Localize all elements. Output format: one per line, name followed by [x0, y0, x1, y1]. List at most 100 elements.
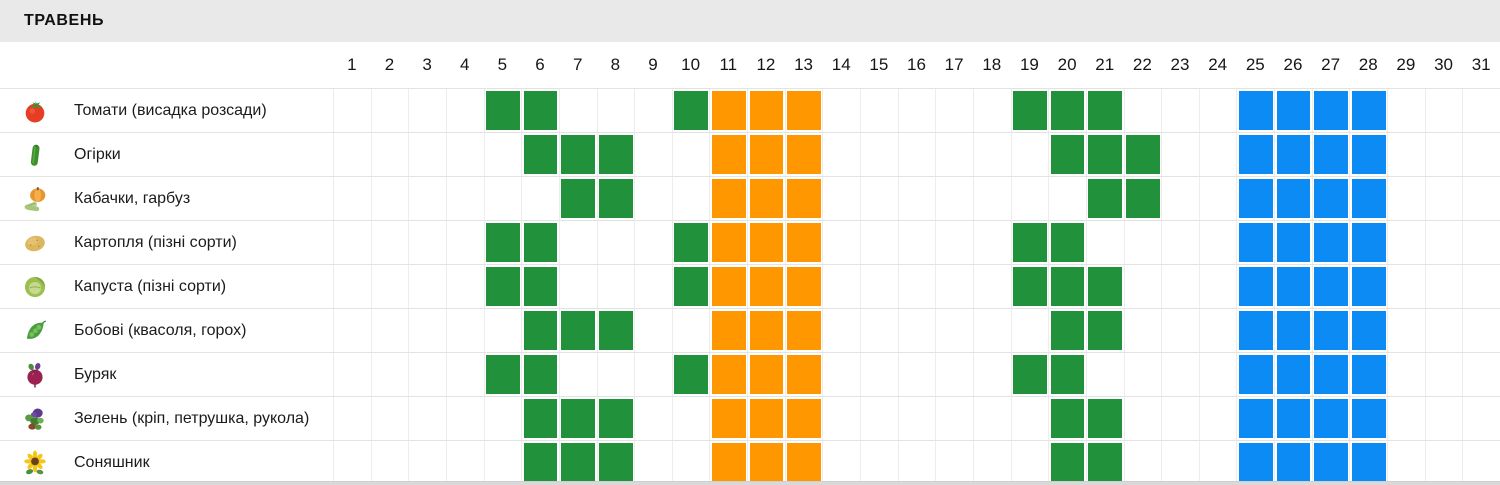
green-cell-fill	[523, 311, 558, 350]
day-numbers: 1 2 3 4 5 6 7 8 9 10 11 12 13 14 15 16 17 18 19 20 21 22 23 24 2…	[333, 42, 1500, 88]
blue-cell-fill	[1314, 135, 1348, 174]
green-cell-fill	[1126, 135, 1160, 174]
row-label: Соняшник	[0, 441, 333, 485]
day-cell	[1349, 177, 1387, 220]
green-cell-fill	[599, 443, 633, 483]
table-row: Зелень (кріп, петрушка, рукола)	[0, 397, 1500, 441]
row-cells	[333, 89, 1500, 132]
day-number: 5	[497, 55, 508, 74]
blue-cell-fill	[1276, 355, 1311, 394]
day-cell	[860, 309, 898, 352]
blue-cell-fill	[1238, 91, 1273, 130]
day-cell	[822, 177, 860, 220]
day-cell	[972, 353, 1011, 396]
day-cell	[1424, 309, 1463, 352]
green-cell-fill	[523, 135, 558, 174]
day-cell	[333, 265, 371, 308]
day-cell	[1311, 133, 1350, 176]
day-cell	[747, 133, 785, 176]
day-cell	[1010, 353, 1049, 396]
green-cell-fill	[561, 399, 596, 438]
day-cell	[1311, 221, 1350, 264]
orange-cell-fill	[749, 399, 784, 438]
green-cell-fill	[523, 443, 558, 483]
green-cell-fill	[486, 223, 520, 262]
day-cell	[596, 177, 635, 220]
day-cell	[709, 265, 747, 308]
day-cell	[1048, 353, 1086, 396]
orange-cell-fill	[749, 91, 784, 130]
blue-cell-fill	[1238, 223, 1273, 262]
day-cell	[1010, 177, 1049, 220]
day-cell	[747, 353, 785, 396]
day-cell	[822, 265, 860, 308]
day-number: 3	[422, 55, 432, 74]
day-cell	[596, 353, 635, 396]
day-number: 24	[1208, 55, 1228, 74]
day-cell	[333, 221, 371, 264]
green-cell-fill	[523, 355, 558, 394]
day-cell	[1424, 133, 1463, 176]
day-cell	[709, 397, 747, 440]
day-cell	[1085, 441, 1124, 485]
day-number: 27	[1321, 55, 1341, 74]
day-cell	[1236, 133, 1274, 176]
day-cell	[709, 89, 747, 132]
green-cell-fill	[1013, 267, 1047, 306]
green-cell-fill	[1013, 223, 1047, 262]
row-label-text: Кабачки, гарбуз	[74, 189, 191, 207]
day-cell	[1311, 397, 1350, 440]
day-cell	[1274, 441, 1312, 485]
day-cell	[333, 441, 371, 485]
day-cell	[333, 133, 371, 176]
day-cell	[784, 89, 823, 132]
day-cell	[370, 397, 409, 440]
day-cell	[634, 133, 672, 176]
green-cell-fill	[486, 355, 520, 394]
green-cell-fill	[1050, 223, 1085, 262]
calendar-rows: Томати (висадка розсади) Огірки Кабачки, г…	[0, 89, 1500, 485]
day-cell	[1387, 221, 1425, 264]
day-cell	[1198, 133, 1237, 176]
day-cell	[370, 133, 409, 176]
blue-cell-fill	[1238, 355, 1273, 394]
row-label-text: Капуста (пізні сорти)	[74, 277, 227, 295]
day-cell	[1048, 309, 1086, 352]
day-cell	[709, 353, 747, 396]
row-cells	[333, 441, 1500, 485]
row-label: Бобові (квасоля, горох)	[0, 309, 333, 352]
day-cell	[897, 309, 936, 352]
day-cell	[860, 89, 898, 132]
day-cell	[822, 309, 860, 352]
blue-cell-fill	[1314, 91, 1348, 130]
day-cell	[1010, 89, 1049, 132]
day-cell	[897, 441, 936, 485]
month-header: ТРАВЕНЬ	[0, 0, 1500, 42]
day-cell	[1349, 265, 1387, 308]
day-cell	[1236, 265, 1274, 308]
day-cell	[1048, 221, 1086, 264]
orange-cell-fill	[749, 443, 784, 483]
day-cell	[445, 221, 484, 264]
day-cell	[1198, 177, 1237, 220]
day-cell	[634, 221, 672, 264]
day-cell	[483, 265, 522, 308]
blue-cell-fill	[1351, 355, 1386, 394]
day-cell	[747, 309, 785, 352]
day-cell	[483, 397, 522, 440]
day-cell	[408, 221, 446, 264]
day-cell	[784, 397, 823, 440]
day-cell	[596, 397, 635, 440]
green-cell-fill	[561, 443, 596, 483]
green-cell-fill	[674, 267, 708, 306]
day-cell	[935, 265, 973, 308]
day-cell	[1198, 265, 1237, 308]
row-label-text: Буряк	[74, 365, 117, 383]
green-cell-fill	[674, 355, 708, 394]
day-cell	[483, 133, 522, 176]
day-cell	[897, 397, 936, 440]
day-cell	[558, 265, 597, 308]
row-cells	[333, 133, 1500, 176]
blue-cell-fill	[1238, 267, 1273, 306]
orange-cell-fill	[787, 399, 821, 438]
